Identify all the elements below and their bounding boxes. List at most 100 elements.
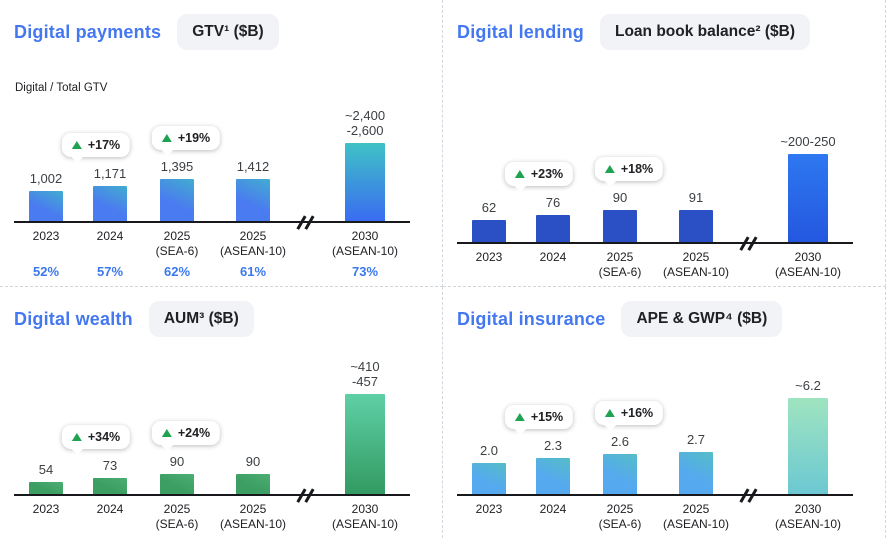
axis-tick-label: 2023 [32,502,60,516]
up-triangle-icon [161,134,172,142]
bars-row: 54 73 90 90 ~410 -457 [14,358,410,494]
digital-share-value: 57% [96,264,124,279]
axis-tick-label: 2025 (SEA-6) [155,229,199,258]
bar-2030-asean-10- [788,398,828,494]
bars-row: 62 76 90 91 ~200-250 [457,126,853,242]
bar-slot: 2.6 [585,358,655,494]
bar-chart-digital-payments: 1,002 1,171 1,395 1,412 ~2,400 -2,600 2023 202… [14,105,410,280]
panel-title: Digital insurance [457,308,606,329]
bar-value-label: 54 [38,462,54,478]
panel-header: Digital wealth AUM³ ($B) [14,301,428,337]
bar-value-label: 1,002 [29,171,63,187]
bar-value-label: 90 [245,454,261,470]
bar-slot: ~2,400 -2,600 [320,105,410,221]
panel-header: Digital payments GTV¹ ($B) [14,14,428,50]
up-triangle-icon [514,170,525,178]
bar-2023 [29,191,63,221]
growth-badge-label: +23% [530,167,564,181]
bar-2025-asean-10- [679,452,713,494]
growth-badge-label: +34% [87,430,121,444]
axis-tick-label: 2023 [475,502,503,516]
panel-digital-lending: Digital lending Loan book balance² ($B) … [443,0,886,287]
bar-slot: 90 [212,358,294,494]
bar-2024 [536,215,570,242]
growth-badge: +24% [151,421,221,445]
bar-slot: 2.7 [655,358,737,494]
axis-tick-label: 2025 (ASEAN-10) [219,229,287,258]
bar-2024 [93,186,127,221]
axis-tick-label: 2024 [96,229,124,243]
bar-slot: 1,002 [14,105,78,221]
growth-badge: +23% [504,162,574,186]
bars-row: 2.0 2.3 2.6 2.7 ~6.2 [457,358,853,494]
bar-2030-asean-10- [345,143,385,221]
chart-subtitle: Digital / Total GTV [15,82,108,94]
tick-gap [294,502,320,532]
bar-chart-digital-lending: 62 76 90 91 ~200-250 2023 2024 2025 (SEA-6) 2025… [457,126,853,280]
bar-slot: 73 [78,358,142,494]
axis-tick-label: 2025 (ASEAN-10) [219,502,287,531]
growth-badge-label: +16% [620,406,654,420]
axis-tick-label: 2030 (ASEAN-10) [331,502,399,531]
bar-slot: 2.3 [521,358,585,494]
growth-badge-label: +15% [530,410,564,424]
metric-pill: Loan book balance² ($B) [600,14,810,50]
x-axis [14,487,410,503]
bar-2030-asean-10- [788,154,828,242]
axis-tick-label: 2024 [96,502,124,516]
axis-tick-label: 2024 [539,250,567,264]
bar-value-label: 73 [102,458,118,474]
bar-slot: 2.0 [457,358,521,494]
bar-slot: 76 [521,126,585,242]
axis-tick-label: 2023 [475,250,503,264]
bar-slot: 54 [14,358,78,494]
bar-slot: 1,412 [212,105,294,221]
axis-break-gap [737,126,763,242]
axis-break-gap [294,358,320,494]
bar-value-label: ~6.2 [795,378,821,394]
bar-slot: 62 [457,126,521,242]
tick-gap [737,250,763,280]
up-triangle-icon [604,165,615,173]
bar-value-label: 1,171 [93,166,127,182]
axis-tick-label: 2025 (ASEAN-10) [662,502,730,531]
panel-digital-payments: Digital payments GTV¹ ($B) Digital / Tot… [0,0,443,287]
bar-slot: ~200-250 [763,126,853,242]
metric-pill: AUM³ ($B) [148,301,254,337]
bar-chart-digital-insurance: 2.0 2.3 2.6 2.7 ~6.2 2023 2024 2025 (SEA-6) 2025… [457,358,853,532]
axis-break-gap [737,358,763,494]
bar-2025-sea-6- [160,474,194,494]
bar-value-label: 90 [612,190,628,206]
bar-value-label: 2.7 [686,432,706,448]
bar-chart-digital-wealth: 54 73 90 90 ~410 -457 2023 2024 2025 (SEA-6) 202… [14,358,410,532]
bar-value-label: 76 [545,195,561,211]
share-gap [294,264,320,280]
bar-value-label: ~200-250 [780,134,836,150]
growth-badge-label: +19% [177,131,211,145]
axis-ticks: 2023 2024 2025 (SEA-6) 2025 (ASEAN-10) 2030 … [457,502,853,532]
x-axis [457,487,853,503]
x-axis [14,214,410,230]
bar-2025-asean-10- [236,179,270,221]
bar-slot: 90 [585,126,655,242]
bar-2023 [472,220,506,242]
axis-tick-label: 2025 (SEA-6) [598,502,642,531]
bar-slot: ~6.2 [763,358,853,494]
growth-badge-label: +17% [87,138,121,152]
metric-pill: GTV¹ ($B) [177,14,279,50]
tick-gap [294,229,320,259]
bar-slot: 1,171 [78,105,142,221]
bar-2025-sea-6- [603,454,637,494]
panel-header: Digital lending Loan book balance² ($B) [457,14,871,50]
digital-share-value: 52% [32,264,60,279]
bar-slot: 91 [655,126,737,242]
bar-2023 [472,463,506,494]
panel-digital-wealth: Digital wealth AUM³ ($B) 54 73 90 90 ~410 -4… [0,287,443,538]
x-axis [457,235,853,251]
axis-ticks: 2023 2024 2025 (SEA-6) 2025 (ASEAN-10) 2030 … [457,250,853,280]
bar-value-label: ~2,400 -2,600 [344,107,386,139]
bar-value-label: 2.3 [543,438,563,454]
panel-header: Digital insurance APE & GWP⁴ ($B) [457,301,871,337]
axis-tick-label: 2030 (ASEAN-10) [331,229,399,258]
bar-2025-sea-6- [603,210,637,242]
